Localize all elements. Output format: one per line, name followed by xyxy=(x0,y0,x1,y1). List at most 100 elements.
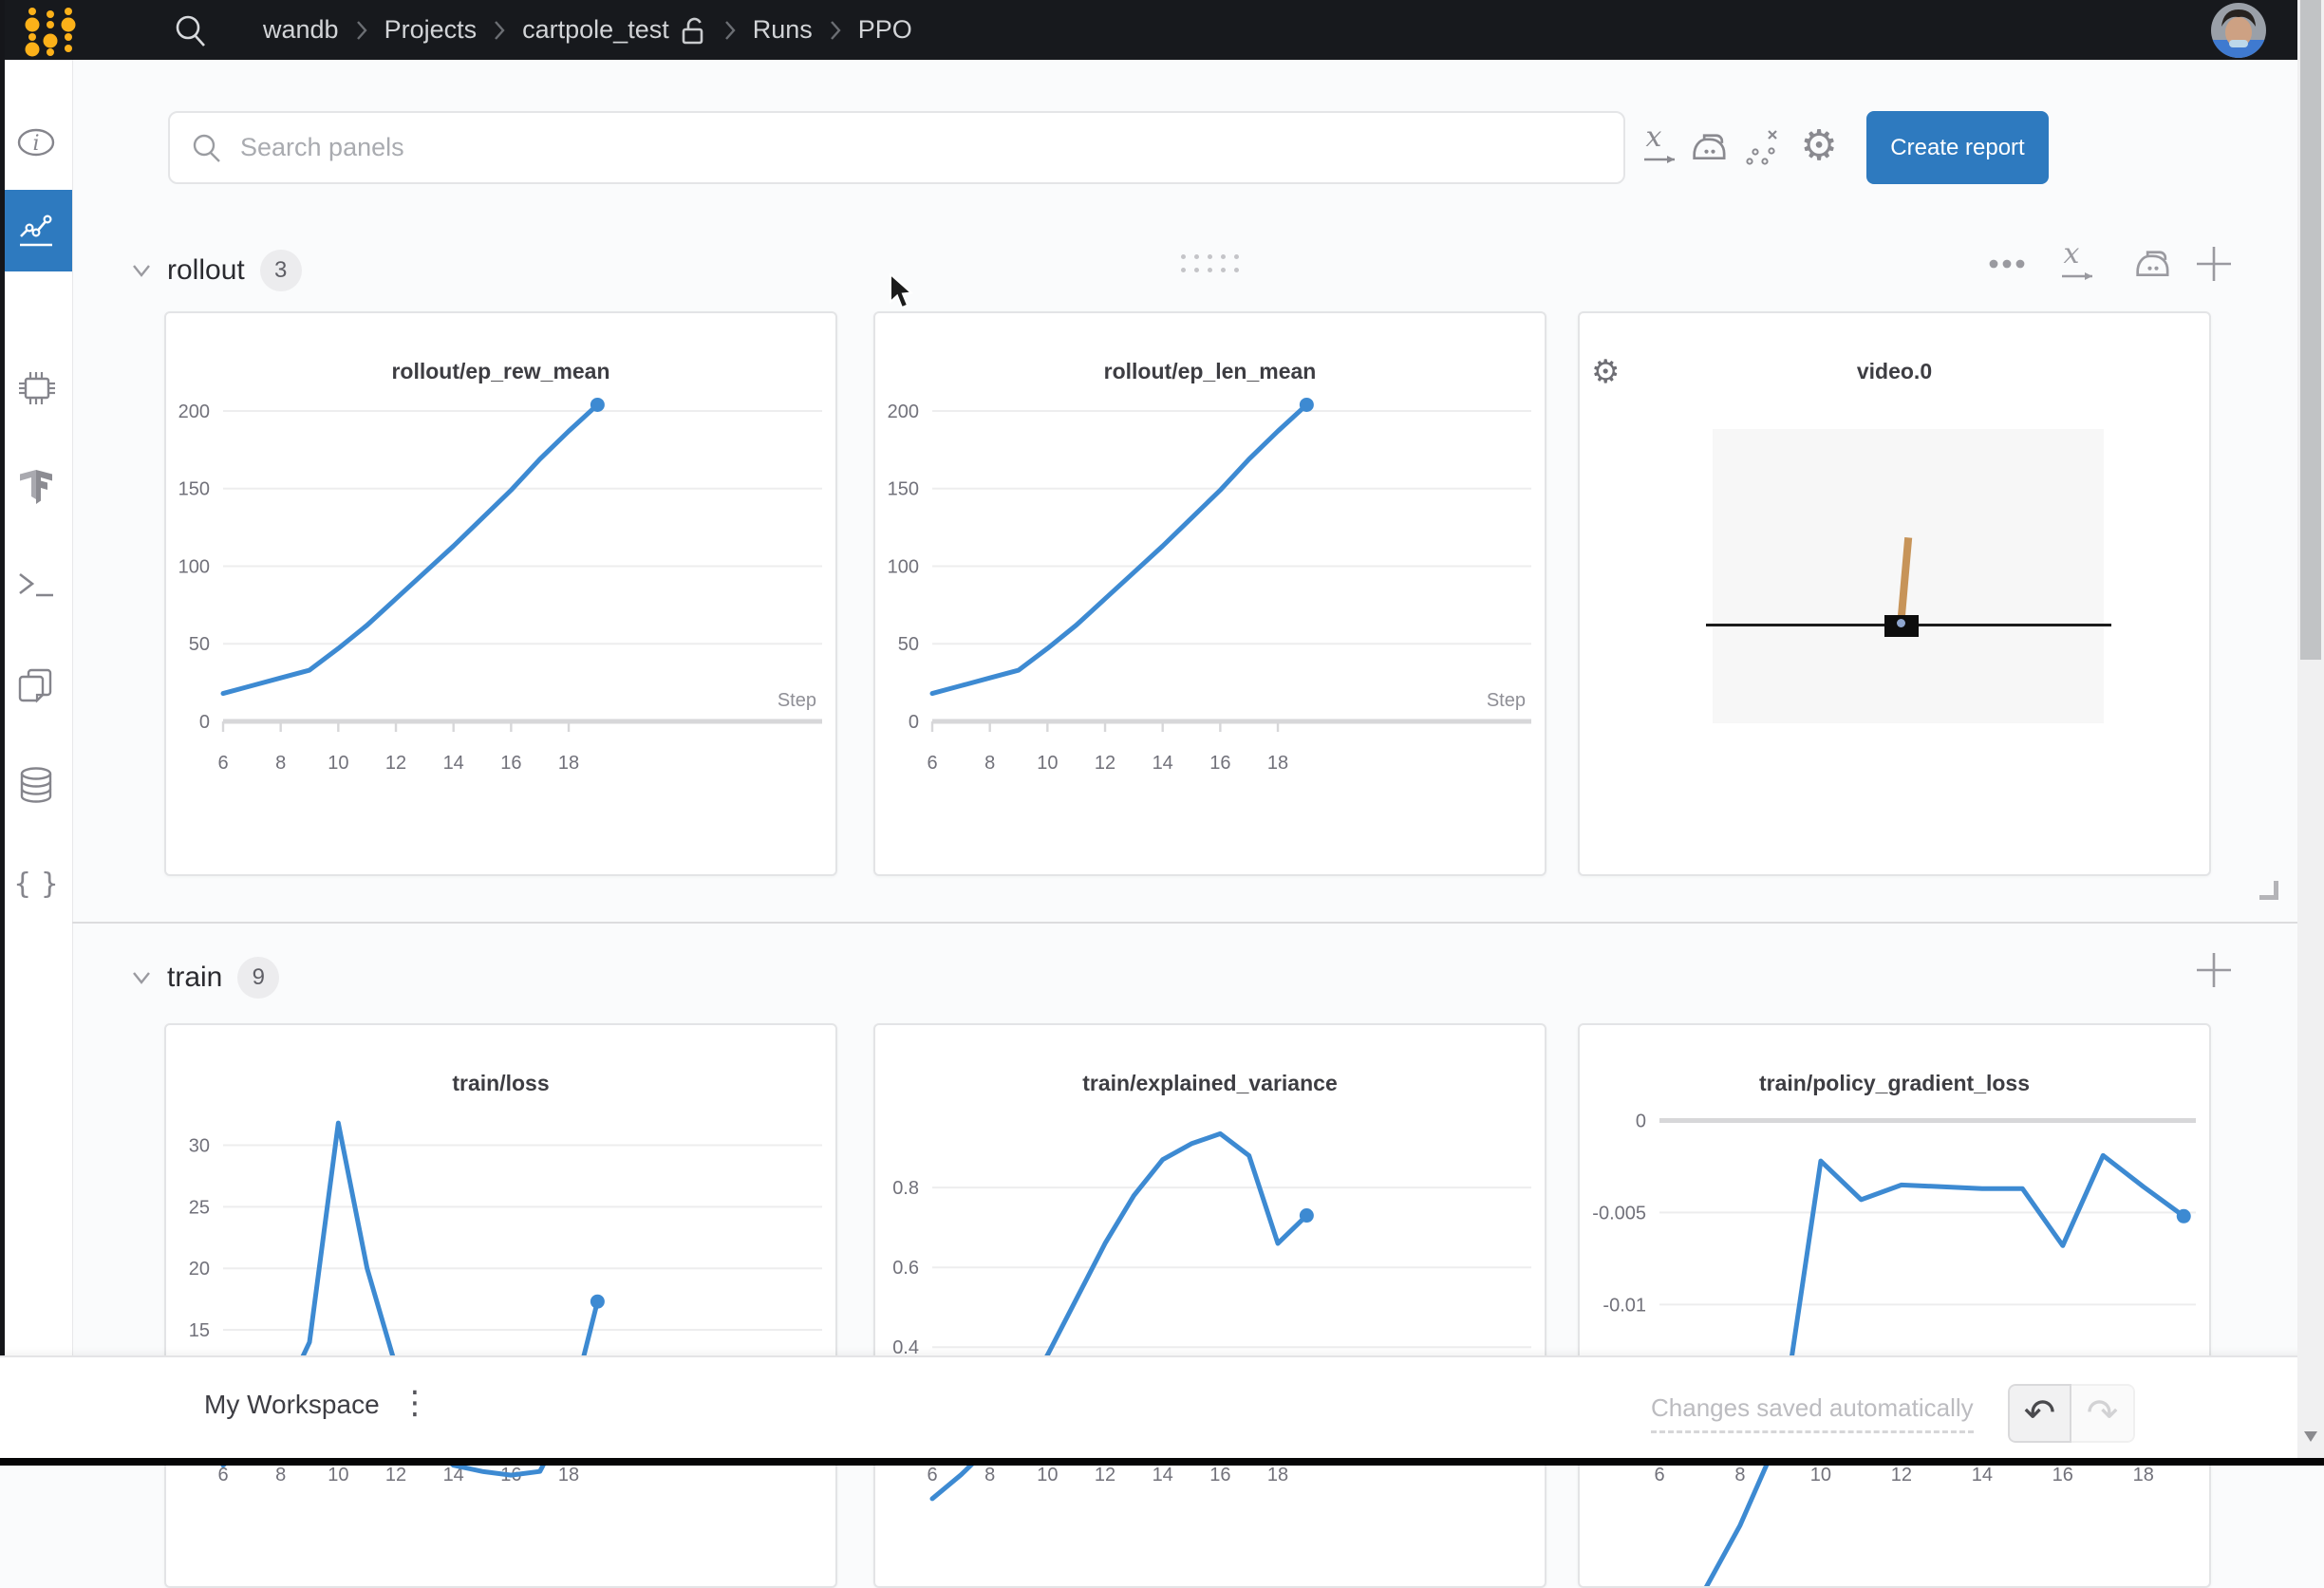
undo-button[interactable]: ↶ xyxy=(2008,1384,2071,1443)
svg-text:-0.005: -0.005 xyxy=(1592,1203,1646,1224)
svg-text:0.4: 0.4 xyxy=(892,1337,919,1358)
chevron-down-icon[interactable] xyxy=(131,263,152,278)
section-x-axis-icon[interactable]: x xyxy=(2058,242,2100,285)
workspace-selector[interactable]: My Workspace xyxy=(204,1390,380,1419)
svg-text:10: 10 xyxy=(1037,753,1058,774)
svg-text:30: 30 xyxy=(189,1136,210,1157)
chart-canvas[interactable]: 0 50 100 150 200 6 8 10 12 14 16 18 Step xyxy=(875,313,1545,876)
search-input[interactable] xyxy=(238,132,1623,163)
section-name[interactable]: train xyxy=(167,962,223,993)
sidebar-item-overview[interactable]: i xyxy=(0,102,72,183)
sidebar-item-artifacts[interactable] xyxy=(0,744,72,826)
wandb-logo-icon[interactable] xyxy=(21,2,80,59)
section-drag-handle[interactable] xyxy=(1181,254,1239,272)
svg-text:20: 20 xyxy=(189,1259,210,1280)
create-report-button[interactable]: Create report xyxy=(1866,111,2049,184)
svg-text:18: 18 xyxy=(558,1465,579,1485)
avatar[interactable] xyxy=(2210,2,2267,59)
svg-text:Step: Step xyxy=(1487,690,1526,711)
sidebar-item-logs[interactable] xyxy=(0,545,72,626)
svg-text:12: 12 xyxy=(1095,1465,1115,1485)
svg-text:18: 18 xyxy=(2133,1465,2154,1485)
breadcrumb-item-run-name[interactable]: PPO xyxy=(857,15,912,44)
svg-text:16: 16 xyxy=(1209,753,1230,774)
sidebar-item-raw-config[interactable]: { } xyxy=(0,843,72,925)
breadcrumb-separator-icon xyxy=(494,20,505,41)
section-add-panel-icon[interactable] xyxy=(2193,949,2235,991)
panel-settings-iron-icon[interactable] xyxy=(1688,125,1732,169)
svg-text:6: 6 xyxy=(927,1465,937,1485)
breadcrumb-item-runs[interactable]: Runs xyxy=(752,15,813,44)
panel-title: train/policy_gradient_loss xyxy=(1758,1071,2031,1095)
svg-text:25: 25 xyxy=(189,1197,210,1218)
chart-canvas[interactable]: 0 50 100 150 200 6 8 10 12 14 16 18 Step xyxy=(166,313,835,876)
svg-text:8: 8 xyxy=(1734,1465,1745,1485)
panel-train-policy-gradient-loss[interactable]: train/policy_gradient_loss 0-0.005-0.01-… xyxy=(1578,1023,2211,1588)
svg-text:0: 0 xyxy=(1636,1112,1646,1132)
panel-ep-rew-mean[interactable]: rollout/ep_rew_mean 0 50 100 150 200 6 8 10 12 14… xyxy=(164,311,837,876)
sidebar-item-files[interactable] xyxy=(0,645,72,726)
svg-text:0: 0 xyxy=(909,712,919,733)
chart-canvas[interactable]: 1015202530681012141618Step xyxy=(166,1025,835,1588)
sidebar-item-model[interactable] xyxy=(0,446,72,528)
svg-text:14: 14 xyxy=(443,753,464,774)
section-resize-handle[interactable] xyxy=(2259,881,2278,900)
workspace-menu-kebab-icon[interactable]: ⋮ xyxy=(399,1384,431,1422)
autosave-status[interactable]: Changes saved automatically xyxy=(1651,1393,1974,1433)
navbar-search-icon[interactable] xyxy=(173,13,209,49)
left-sidebar: i xyxy=(0,60,73,1458)
x-axis-settings-icon[interactable]: x xyxy=(1640,125,1683,169)
panel-title: train/loss xyxy=(452,1071,550,1095)
search-icon xyxy=(193,134,220,162)
terminal-icon xyxy=(19,572,53,597)
section-iron-icon[interactable] xyxy=(2132,243,2174,285)
svg-text:100: 100 xyxy=(178,556,210,577)
svg-text:50: 50 xyxy=(189,634,210,655)
outliers-icon[interactable] xyxy=(1741,125,1785,169)
settings-gear-icon[interactable]: ⚙ xyxy=(1800,121,1838,170)
svg-text:14: 14 xyxy=(1153,753,1173,774)
info-icon: i xyxy=(17,128,55,157)
panel-gear-icon[interactable]: ⚙ xyxy=(1591,353,1621,391)
braces-icon: { } xyxy=(13,867,59,901)
sidebar-item-charts[interactable] xyxy=(0,190,72,271)
panel-title: video.0 xyxy=(1856,359,1933,383)
page-scrollbar[interactable] xyxy=(2297,0,2324,1466)
section-more-icon[interactable] xyxy=(1986,243,2028,285)
svg-text:16: 16 xyxy=(1209,1465,1230,1485)
breadcrumb-item-projects[interactable]: Projects xyxy=(384,15,478,44)
svg-text:8: 8 xyxy=(984,753,995,774)
section-name[interactable]: rollout xyxy=(167,254,245,286)
section-header-train: train 9 xyxy=(131,949,280,1006)
section-add-panel-icon[interactable] xyxy=(2193,243,2235,285)
svg-text:12: 12 xyxy=(1891,1465,1912,1485)
chart-canvas[interactable]: 0.20.40.60.8681012141618Step xyxy=(875,1025,1545,1588)
sidebar-item-system[interactable] xyxy=(0,346,72,428)
svg-text:x: x xyxy=(2064,242,2080,271)
tensorflow-icon xyxy=(20,470,52,504)
breadcrumb-item-wandb[interactable]: wandb xyxy=(263,15,339,44)
panel-ep-len-mean[interactable]: rollout/ep_len_mean 0 50 100 150 200 6 8 10 12 14… xyxy=(873,311,1546,876)
svg-text:150: 150 xyxy=(888,479,919,500)
redo-button[interactable]: ↷ xyxy=(2071,1384,2135,1443)
line-chart-icon xyxy=(20,215,52,247)
svg-text:x: x xyxy=(1646,125,1662,154)
unlock-icon xyxy=(682,17,703,44)
panel-train-explained-variance[interactable]: train/explained_variance 0.20.40.60.8681… xyxy=(873,1023,1546,1588)
files-icon xyxy=(18,668,52,703)
scrollbar-thumb[interactable] xyxy=(2300,0,2321,660)
window-left-edge xyxy=(0,0,5,1458)
panel-train-loss[interactable]: train/loss 1015202530681012141618Step xyxy=(164,1023,837,1588)
breadcrumb-separator-icon xyxy=(830,20,841,41)
section-count-badge: 9 xyxy=(237,957,280,999)
svg-text:10: 10 xyxy=(328,753,348,774)
svg-text:18: 18 xyxy=(1267,1465,1288,1485)
chevron-down-icon[interactable] xyxy=(131,970,152,985)
breadcrumb-item-project-name[interactable]: cartpole_test xyxy=(522,15,669,44)
scrollbar-down-arrow-icon[interactable] xyxy=(2304,1431,2317,1442)
svg-text:10: 10 xyxy=(1810,1465,1831,1485)
svg-text:6: 6 xyxy=(217,753,228,774)
svg-text:14: 14 xyxy=(1153,1465,1173,1485)
panel-video-0[interactable]: ⚙ video.0 xyxy=(1578,311,2211,876)
chart-canvas[interactable]: 0-0.005-0.01-0.015681012141618Step xyxy=(1580,1025,2209,1588)
